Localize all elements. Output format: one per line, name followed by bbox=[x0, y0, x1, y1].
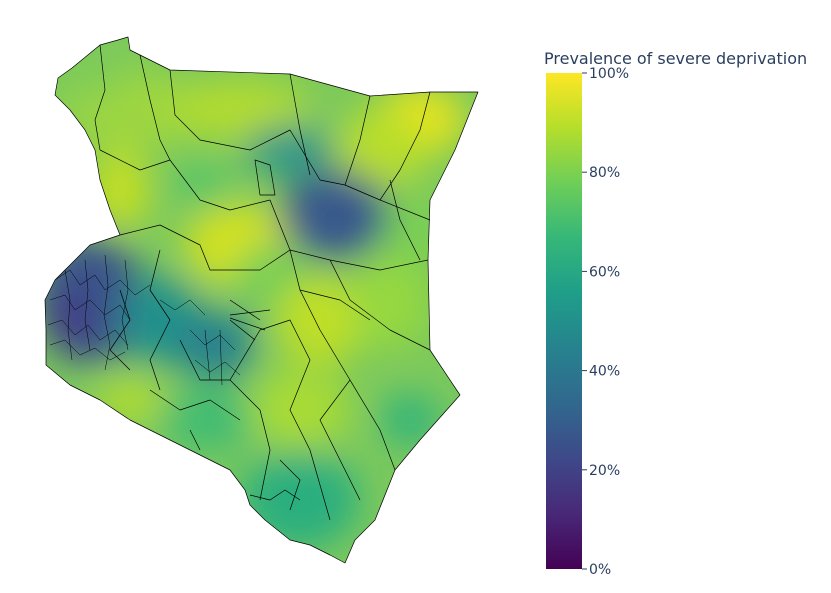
colorbar-tick-label: 20% bbox=[589, 463, 620, 479]
colorbar-tick-label: 60% bbox=[589, 264, 620, 280]
colorbar-gradient bbox=[546, 73, 582, 569]
colorbar: Prevalence of severe deprivation 0% 20% 40… bbox=[544, 49, 807, 578]
colorbar-tick-label: 80% bbox=[589, 165, 620, 181]
colorbar-tick-label: 100% bbox=[589, 66, 629, 82]
western-dense-boundaries bbox=[47, 254, 241, 386]
deprivation-surface bbox=[45, 37, 478, 563]
colorbar-tick-label: 40% bbox=[589, 364, 620, 380]
colorbar-title: Prevalence of severe deprivation bbox=[544, 49, 807, 68]
region-boundaries bbox=[44, 36, 479, 564]
colorbar-ticks: 0% 20% 40% 60% 80% 100% bbox=[582, 66, 629, 578]
colorbar-tick-label: 0% bbox=[589, 562, 611, 578]
